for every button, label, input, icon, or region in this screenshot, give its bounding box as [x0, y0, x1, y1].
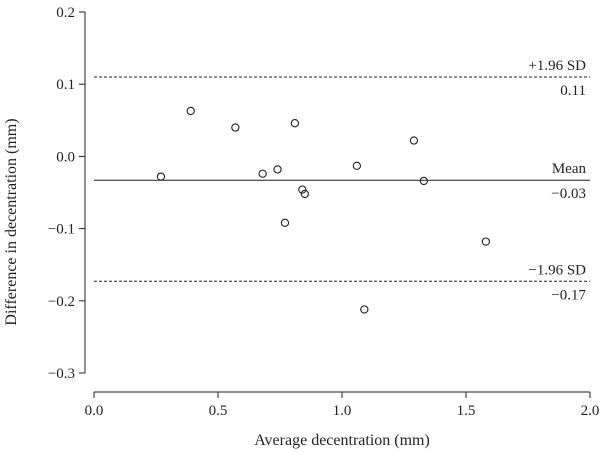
mean-line-label: Mean: [552, 161, 587, 177]
data-point: [258, 169, 267, 178]
data-point: [419, 176, 428, 186]
data-points: [156, 106, 490, 314]
x-tick-label: 2.0: [581, 403, 600, 419]
data-point: [360, 305, 369, 314]
data-point: [273, 165, 282, 174]
y-tick-label: −0.2: [48, 294, 75, 310]
upper-value-label: 0.11: [560, 83, 586, 99]
y-tick-label: −0.3: [48, 366, 75, 382]
data-point: [186, 106, 195, 116]
data-point: [352, 161, 362, 170]
mean-value-label: −0.03: [551, 186, 586, 202]
x-tick-label: 1.5: [457, 403, 476, 419]
lower-value-label: −0.17: [551, 287, 586, 303]
reference-lines: +1.96 SD 0.11 Mean −0.03 −1.96 SD −0.17: [94, 58, 590, 303]
x-tick-label: 0.5: [209, 403, 228, 419]
x-axis-label: Average decentration (mm): [254, 432, 430, 449]
y-tick-label: 0.0: [56, 149, 75, 165]
data-point: [290, 119, 300, 128]
data-point: [280, 218, 290, 227]
lower-line-label: −1.96 SD: [528, 262, 586, 278]
data-point: [156, 172, 166, 181]
y-tick-label: 0.2: [56, 5, 75, 21]
y-tick-label: 0.1: [56, 77, 75, 93]
x-tick-label: 0.0: [85, 403, 104, 419]
y-tick-label: −0.1: [48, 222, 75, 238]
data-point: [231, 123, 240, 132]
upper-line-label: +1.96 SD: [528, 58, 586, 74]
axes: 0.2 0.1 0.0 −0.1 −0.2 −0.3 0.0 0.5 1.0 1.5 2.0: [48, 5, 600, 419]
data-point: [481, 237, 490, 246]
y-axis-label: Difference in decentration (mm): [3, 118, 20, 325]
data-point: [300, 189, 309, 199]
x-tick-label: 1.0: [333, 403, 352, 419]
data-point: [409, 136, 419, 145]
data-point: [298, 185, 307, 194]
